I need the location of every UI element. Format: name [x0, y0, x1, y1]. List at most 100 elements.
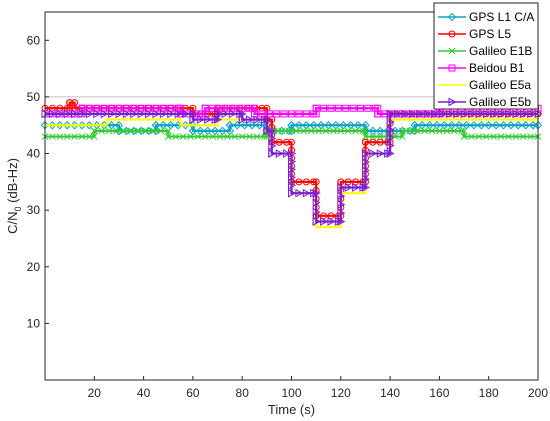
series-marker — [108, 104, 116, 112]
series-marker — [211, 115, 220, 124]
series-marker — [238, 104, 246, 112]
series-marker — [157, 127, 165, 135]
series-marker — [253, 133, 261, 140]
series-marker — [288, 165, 297, 174]
series-marker — [77, 121, 87, 130]
series-marker — [204, 115, 213, 124]
series-marker — [261, 133, 268, 140]
series-marker — [438, 109, 447, 119]
series-marker — [86, 133, 93, 140]
series-marker — [55, 121, 64, 130]
series-marker — [108, 109, 117, 119]
series-marker — [172, 133, 179, 140]
series-marker — [93, 104, 101, 112]
series-marker — [337, 191, 346, 201]
series-marker — [246, 133, 253, 140]
series-marker — [164, 127, 172, 135]
series-marker — [144, 126, 153, 136]
series-marker — [312, 207, 321, 217]
series-marker — [130, 104, 138, 112]
series-marker — [105, 127, 113, 135]
series-marker — [302, 178, 310, 186]
series-marker — [320, 104, 328, 112]
legend-box — [433, 2, 539, 110]
series-marker — [521, 121, 530, 130]
series-marker — [238, 109, 247, 119]
y-tick-label: 10 — [27, 316, 41, 330]
series-marker — [344, 127, 352, 135]
legend-swatch-marker — [448, 47, 456, 55]
series-marker — [238, 133, 246, 140]
series-marker — [268, 126, 277, 136]
legend: GPS L1 C/A GPS L5 Galileo E1B Beidou B1 Gali… — [433, 2, 539, 110]
series-marker — [78, 133, 86, 140]
series-marker — [376, 149, 385, 158]
series-marker — [334, 217, 343, 226]
series-marker — [85, 109, 94, 119]
series-marker — [359, 183, 368, 192]
series-marker — [283, 138, 291, 146]
series-marker — [337, 127, 345, 135]
legend-item-gps-l1-c-a: GPS L1 C/A — [438, 10, 534, 24]
series-marker — [113, 127, 120, 135]
series-marker — [357, 104, 365, 112]
x-tick-label: 100 — [281, 386, 301, 400]
series-marker — [320, 217, 329, 226]
x-axis: 20 40 60 80 100 120 140 160 180 200 — [88, 376, 548, 400]
series-marker — [90, 127, 98, 135]
legend-item-galileo-e5b: Galileo E5b — [438, 95, 531, 109]
series-marker — [142, 127, 150, 135]
series-marker — [71, 133, 78, 140]
series-marker — [408, 109, 417, 119]
series-marker — [135, 127, 143, 135]
series-marker — [334, 104, 342, 112]
series-marker — [159, 109, 168, 119]
series-marker — [231, 133, 239, 140]
series-marker — [361, 183, 371, 192]
series-marker — [152, 109, 161, 119]
series-marker — [49, 133, 56, 140]
series-marker — [295, 188, 304, 198]
x-axis-label: Time (s) — [268, 402, 315, 417]
series-marker — [310, 188, 319, 198]
series-marker — [228, 109, 237, 119]
y-axis-label-unit: (dB-Hz) — [5, 158, 20, 206]
series-marker — [225, 121, 235, 130]
series-marker — [361, 174, 371, 184]
series-marker — [255, 121, 264, 130]
series-marker — [490, 109, 499, 119]
series-marker — [238, 115, 247, 124]
y-tick-label: 50 — [27, 90, 41, 104]
series-marker — [423, 109, 432, 119]
series-marker — [268, 134, 277, 143]
series-marker — [337, 200, 346, 209]
x-tick-label: 120 — [331, 386, 351, 400]
legend-swatch-marker — [448, 64, 456, 72]
series-marker — [482, 133, 490, 140]
series-marker — [337, 208, 346, 218]
series-marker — [48, 109, 57, 119]
series-marker — [302, 188, 311, 198]
series-marker — [497, 109, 506, 119]
series-marker — [223, 104, 231, 112]
series-marker — [288, 188, 297, 198]
series-marker — [460, 133, 468, 140]
y-axis-label-main: C/N — [5, 212, 20, 234]
series-marker — [376, 138, 384, 146]
series-marker — [386, 125, 395, 135]
y-axis-label-subscript: 0 — [13, 206, 23, 211]
series-marker — [246, 104, 254, 112]
x-tick-label: 140 — [380, 386, 400, 400]
series-marker — [386, 133, 395, 143]
series-marker — [209, 133, 216, 140]
x-tick-label: 20 — [88, 386, 102, 400]
series-marker — [263, 115, 272, 124]
series-marker — [167, 104, 175, 112]
legend-label: GPS L1 C/A — [469, 10, 534, 24]
series-marker — [56, 109, 65, 119]
series-marker — [519, 133, 527, 140]
series-marker — [98, 127, 106, 135]
series-marker — [300, 127, 308, 135]
legend-item-galileo-e1b: Galileo E1B — [438, 44, 532, 58]
series-marker — [399, 127, 406, 135]
